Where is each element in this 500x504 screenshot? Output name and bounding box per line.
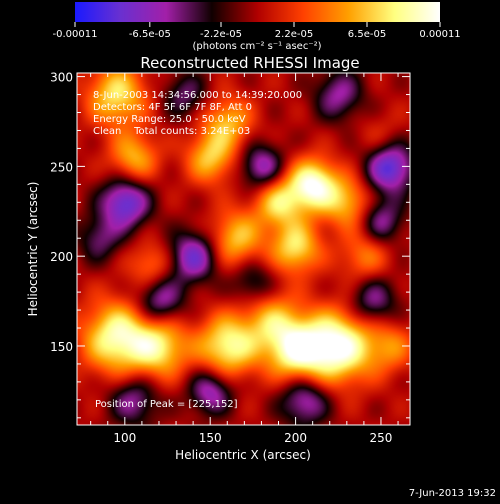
plot-area: 100 150 200 250 150 200 250 300	[50, 71, 411, 445]
colorbar-tick-label: -2.2e-05	[200, 29, 242, 40]
y-tick-label: 150	[50, 340, 73, 354]
colorbar-ticks: -0.00011 -6.5e-05 -2.2e-05 2.2e-05 6.5e-05 0.…	[53, 22, 461, 40]
y-tick-label: 250	[50, 160, 73, 174]
colorbar-tick-label: 2.2e-05	[275, 29, 313, 40]
colorbar-tick-label: -6.5e-05	[129, 29, 171, 40]
y-tick-label: 200	[50, 250, 73, 264]
colorbar-tick-label: 6.5e-05	[348, 29, 386, 40]
x-axis-label: Heliocentric X (arcsec)	[175, 448, 311, 462]
x-tick-label: 250	[370, 431, 393, 445]
colorbar-tick-label: -0.00011	[53, 29, 98, 40]
chart-title: Reconstructed RHESSI Image	[140, 54, 359, 72]
colorbar	[75, 2, 440, 22]
axis-ticks: 100 150 200 250 150 200 250 300	[50, 71, 410, 445]
info-line: 8-Jun-2003 14:34:56.000 to 14:39:20.000	[93, 90, 302, 101]
colorbar-tick-label: 0.00011	[419, 29, 460, 40]
x-tick-label: 150	[199, 431, 222, 445]
heatmap-image	[77, 73, 410, 425]
footer-timestamp: 7-Jun-2013 19:32	[409, 488, 496, 499]
peak-position-label: Position of Peak = [225,152]	[95, 399, 238, 410]
info-line: Detectors: 4F 5F 6F 7F 8F, Att 0	[93, 102, 252, 113]
x-tick-label: 100	[113, 431, 136, 445]
colorbar-unit-label: (photons cm⁻² s⁻¹ asec⁻²)	[192, 41, 321, 52]
info-line: Clean Total counts: 3.24E+03	[93, 126, 250, 137]
info-line: Energy Range: 25.0 - 50.0 keV	[93, 114, 246, 125]
info-text-block: 8-Jun-2003 14:34:56.000 to 14:39:20.000D…	[93, 90, 302, 137]
plot-frame	[76, 72, 411, 426]
y-axis-label: Heliocentric Y (arcsec)	[26, 182, 40, 317]
y-tick-label: 300	[50, 71, 73, 85]
x-tick-label: 200	[284, 431, 307, 445]
